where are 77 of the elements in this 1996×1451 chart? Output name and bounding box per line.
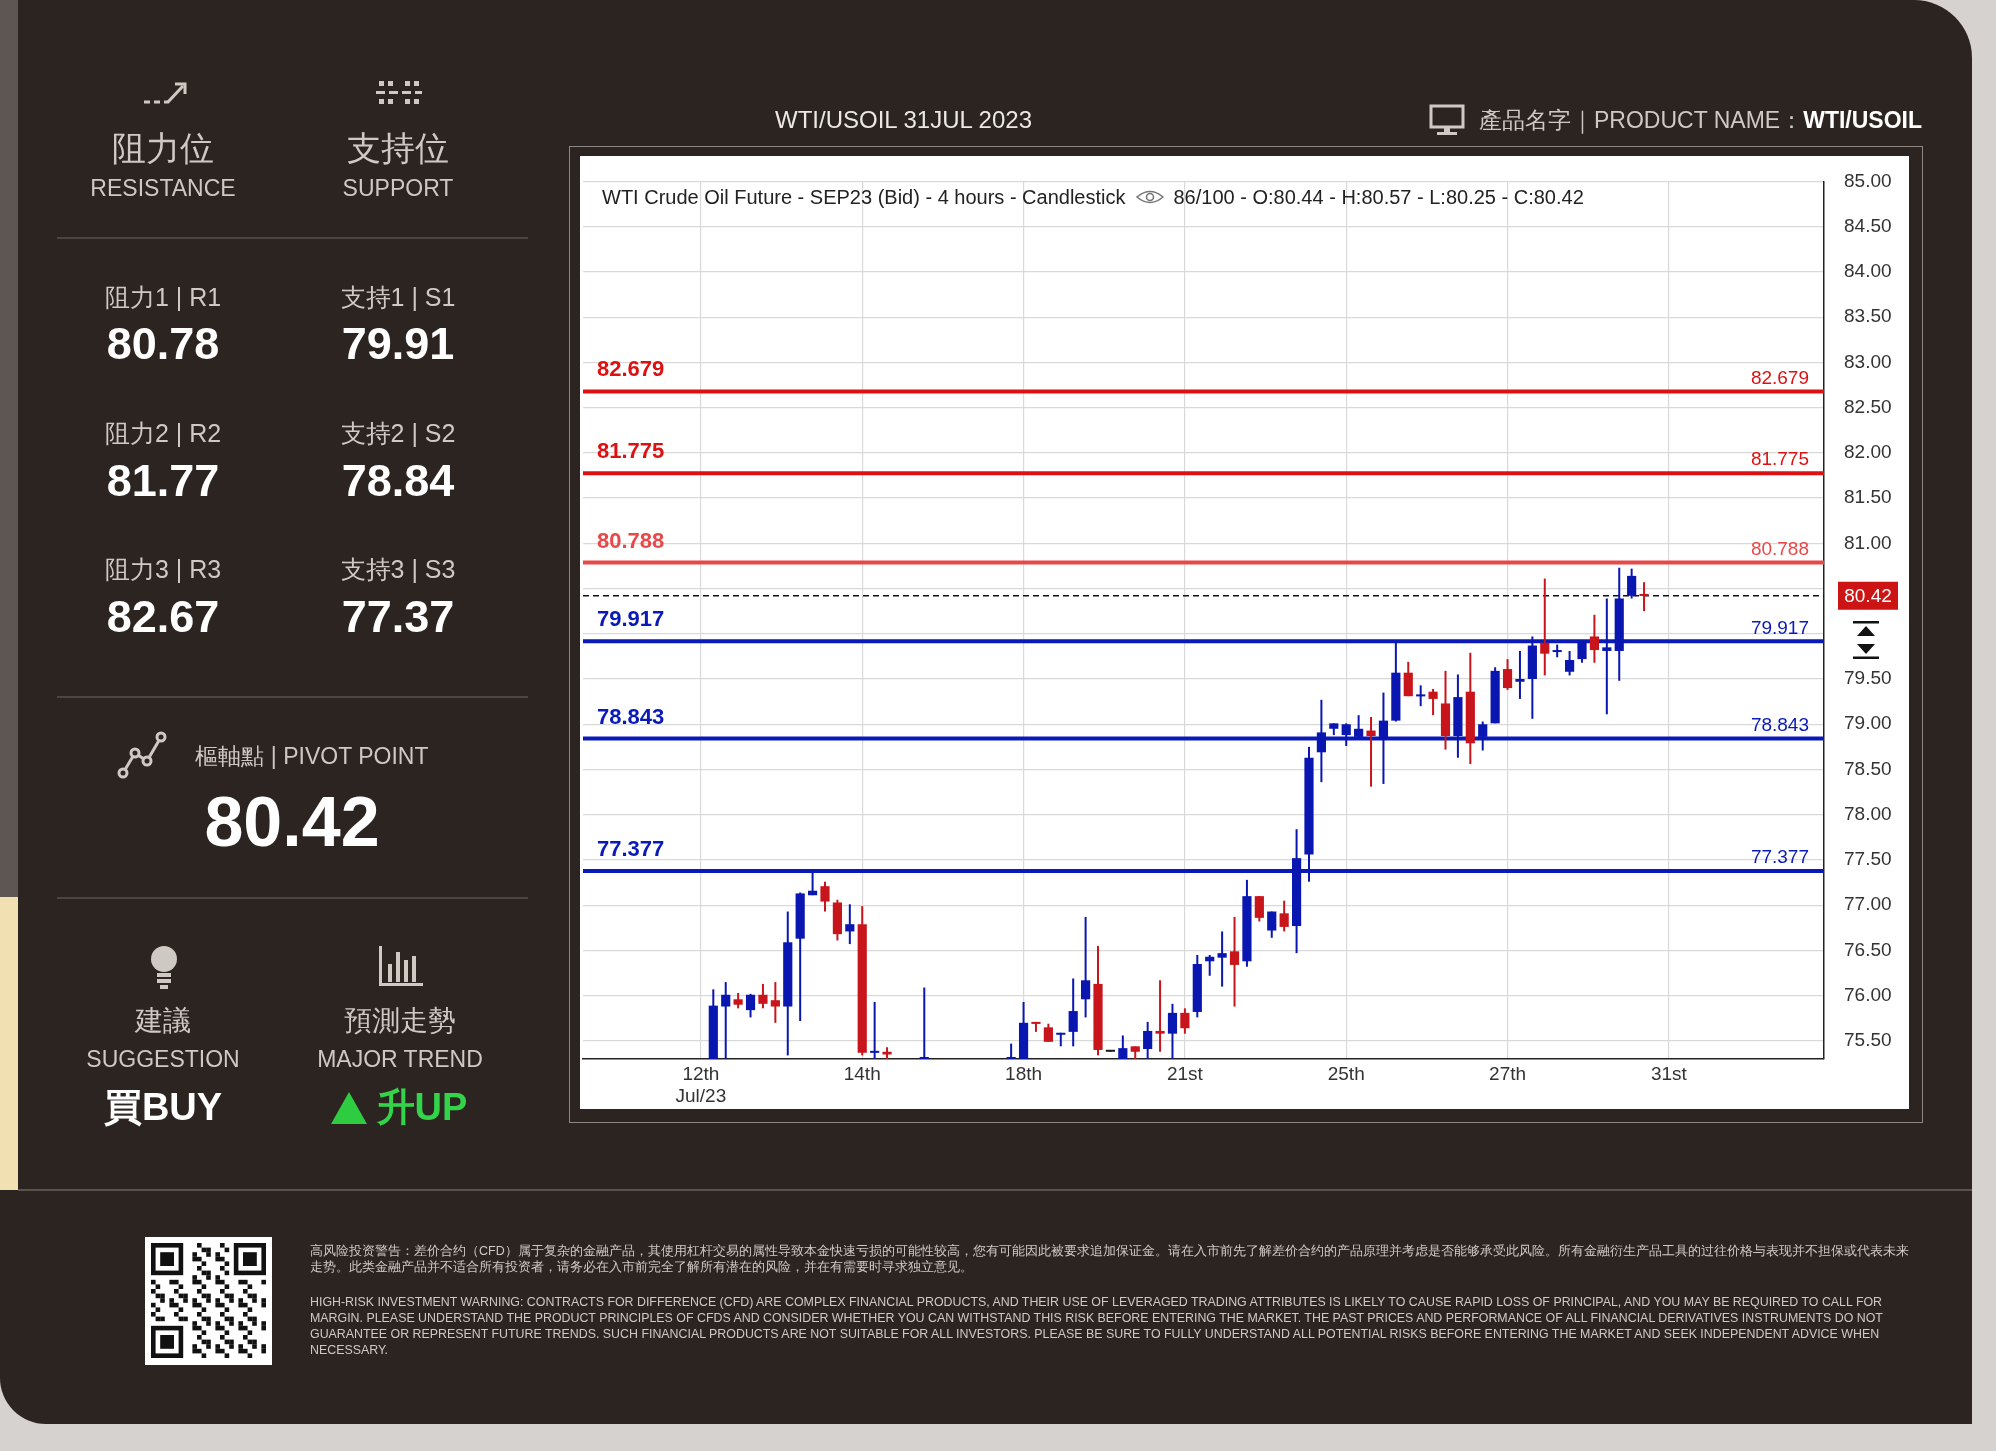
text: 產品名字｜PRODUCT NAME：	[1479, 105, 1804, 136]
x-tick-label: 31st	[1650, 1062, 1688, 1084]
text: 78.843	[597, 703, 665, 729]
y-tick-label: 81.50	[1844, 486, 1892, 508]
candlestick	[1639, 582, 1649, 612]
x-tick-label: 18th	[1005, 1062, 1043, 1084]
ref-line-label: 80.42	[1844, 585, 1892, 607]
text: MAJOR TREND	[317, 1045, 483, 1073]
text: 81.775	[597, 438, 665, 464]
candlestick	[1155, 980, 1165, 1052]
y-tick-label: 77.00	[1844, 893, 1892, 915]
text: 支持3 | S3	[340, 554, 456, 584]
text: 78.84	[341, 455, 455, 507]
x-tick-label: 12th Jul/23	[675, 1062, 727, 1107]
y-tick-label: 77.50	[1844, 848, 1892, 870]
y-tick-label: 83.50	[1844, 305, 1892, 327]
candlestick	[1366, 717, 1376, 787]
ref-line-label: 81.775	[1750, 448, 1809, 470]
x-tick-label: 25th	[1327, 1062, 1365, 1084]
candlestick	[919, 987, 929, 1059]
text: 79.917	[597, 606, 665, 632]
y-tick-label: 84.50	[1844, 214, 1892, 236]
ref-line-label: 77.377	[1750, 846, 1809, 868]
y-tick-label: 83.00	[1844, 350, 1892, 372]
text: 預測走勢	[344, 1004, 456, 1038]
ref-line-label: 80.788	[1750, 537, 1809, 559]
text: 高风险投资警告：差价合约（CFD）属于复杂的金融产品，其使用杠杆交易的属性导致本金快速亏损的可能性较高，您有可能因此被要求追加保证金。请在入市前先了解差价合约的产品原理并考虑是否能够承受此风险。所有金融衍生产品工具的过往价格与表现并不担保或代表未来走势。此类金融产品并不适合所有投资者，请务必在入市前完全了解所有潜在的风险，并在有需要时寻求独立意见。	[310, 1243, 1910, 1275]
y-tick-label: 85.00	[1844, 169, 1892, 191]
text: 77.377	[597, 836, 665, 862]
text: 買BUY	[103, 1086, 223, 1130]
y-tick-label: 75.50	[1844, 1029, 1892, 1051]
ref-line-label: 78.843	[1750, 713, 1809, 735]
x-tick-label: 14th	[843, 1062, 881, 1084]
text: 阻力2 | R2	[104, 418, 222, 448]
y-tick-label: 81.00	[1844, 531, 1892, 553]
text: WTI/USOIL	[1803, 106, 1922, 134]
y-tick-label: 76.50	[1844, 938, 1892, 960]
ref-line-label: 79.917	[1750, 616, 1809, 638]
text: SUPPORT	[342, 174, 454, 202]
y-tick-label: 84.00	[1844, 260, 1892, 282]
text: 建議	[135, 1004, 191, 1038]
y-tick-label: 78.50	[1844, 757, 1892, 779]
y-tick-label: 79.00	[1844, 712, 1892, 734]
text: 支持1 | S1	[340, 282, 456, 312]
y-tick-label: 76.00	[1844, 983, 1892, 1005]
candlestick	[1515, 650, 1525, 699]
x-tick-label: 27th	[1489, 1062, 1527, 1084]
text: 81.77	[106, 455, 220, 507]
y-tick-label: 82.00	[1844, 441, 1892, 463]
x-tick-label: 21st	[1166, 1062, 1204, 1084]
text: 79.91	[341, 318, 455, 370]
y-tick-label: 78.00	[1844, 802, 1892, 824]
text: 80.788	[597, 527, 665, 553]
text: 82.679	[597, 356, 665, 382]
text: 升UP	[376, 1086, 468, 1130]
text: SUGGESTION	[86, 1045, 240, 1073]
chart-subtitle: WTI Crude Oil Future - SEP23 (Bid) - 4 hours - Candlestick	[602, 185, 1126, 209]
text: 樞軸點 | PIVOT POINT	[195, 742, 429, 770]
candlestick	[1416, 685, 1426, 707]
y-tick-label: 82.50	[1844, 395, 1892, 417]
annotation: 86/100 - O:80.44 - H:80.57 - L:80.25 - C:80.42	[1173, 185, 1584, 209]
ref-line-label: 82.679	[1750, 366, 1809, 388]
text: 82.67	[106, 591, 220, 643]
text: 77.37	[341, 591, 455, 643]
text: 阻力1 | R1	[104, 282, 222, 312]
candlestick	[1217, 931, 1227, 987]
chart-title: WTI/USOIL 31JUL 2023	[775, 106, 1032, 134]
text: 阻力3 | R3	[104, 554, 222, 584]
candlestick	[870, 1002, 880, 1059]
text: HIGH-RISK INVESTMENT WARNING: CONTRACTS FOR DIFFERENCE (CFD) ARE COMPLEX FINANCIAL PRODUCTS, AND THEIR USE OF LEVERAGED TRADING ATTRIBUTES IS LIKELY TO CAUSE RAPID LOSS OF PRINCIPAL, AND YOU MAY BE REQUIRED TO CALL FOR MARGIN. PLEASE UNDERSTAND THE PRODUCT PRINCIPLES OF CFDS AND CONSIDER WHETHER YOU CAN WITHSTAND THIS RISK BEFORE ENTERING THE MARKET. THE PAST PRICES AND PERFORMANCE OF ALL FINANCIAL DERIVATIVES INSTRUMENTS DO NOT GUARANTEE OR REPRESENT FUTURE TRENDS. SUCH FINANCIAL PRODUCTS ARE NOT SUITABLE FOR ALL INVESTORS. PLEASE BE SURE TO FULLY UNDERSTAND ALL POTENTIAL RISKS BEFORE ENTERING THE MARKET AND SEEK INDEPENDENT ADVICE WHEN NECESSARY.	[310, 1294, 1884, 1358]
text: RESISTANCE	[90, 174, 236, 202]
text: 阻力位	[112, 129, 214, 169]
y-tick-label: 79.50	[1844, 667, 1892, 689]
text: 支持位	[347, 129, 449, 169]
text: 支持2 | S2	[340, 418, 456, 448]
text: 80.42	[204, 781, 380, 863]
text: 80.78	[106, 318, 220, 370]
